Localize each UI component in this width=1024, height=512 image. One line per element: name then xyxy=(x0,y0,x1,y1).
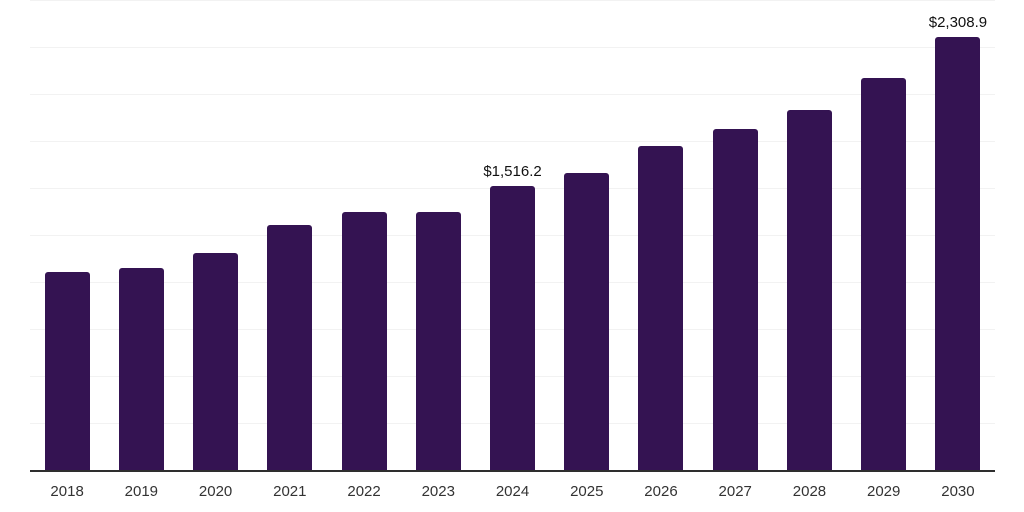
x-tick-2023: 2023 xyxy=(421,483,455,500)
bar-slot-2021 xyxy=(253,1,327,471)
x-tick-2020: 2020 xyxy=(198,483,233,500)
bar-value-label-2030: $2,308.9 xyxy=(928,13,988,31)
bar-slot-2028 xyxy=(772,1,846,471)
bar-2022 xyxy=(341,211,387,471)
x-tick-2030: 2030 xyxy=(941,483,975,500)
bar-slot-2030: $2,308.9 xyxy=(921,1,995,471)
bar-2021 xyxy=(267,224,313,471)
bar-2027 xyxy=(712,128,758,471)
bar-2020 xyxy=(193,252,239,471)
bar-2030 xyxy=(935,36,981,471)
x-tick-2027: 2027 xyxy=(718,483,752,500)
gridline xyxy=(30,94,995,95)
x-tick-2019: 2019 xyxy=(124,483,159,500)
x-tick-2028: 2028 xyxy=(792,483,827,500)
bar-2025 xyxy=(564,172,610,471)
bar-2019 xyxy=(118,267,164,471)
x-tick-2029: 2029 xyxy=(867,483,901,500)
bar-slot-2025 xyxy=(550,1,624,471)
gridline xyxy=(30,141,995,142)
plot-area: $1,516.2 $2,308.9 xyxy=(30,0,995,472)
bar-2018 xyxy=(44,271,90,471)
x-tick-2021: 2021 xyxy=(273,483,307,500)
x-axis-labels: 2018 2019 2020 2021 2022 2023 2024 2025 2026 2027… xyxy=(30,484,995,500)
bar-2024 xyxy=(490,185,536,471)
bar-2028 xyxy=(786,109,832,471)
bar-slot-2019 xyxy=(104,1,178,471)
x-tick-2024: 2024 xyxy=(495,483,530,500)
x-tick-2026: 2026 xyxy=(644,483,678,500)
bar-slot-2027 xyxy=(698,1,772,471)
bar-slot-2020 xyxy=(178,1,252,471)
bar-slot-2026 xyxy=(624,1,698,471)
x-axis-line xyxy=(30,470,995,472)
bar-slot-2024: $1,516.2 xyxy=(475,1,549,471)
bars: $1,516.2 $2,308.9 xyxy=(30,1,995,471)
gridline xyxy=(30,0,995,1)
bar-2023 xyxy=(415,212,461,471)
x-tick-2018: 2018 xyxy=(50,483,84,500)
bar-slot-2018 xyxy=(30,1,104,471)
bar-slot-2029 xyxy=(847,1,921,471)
bar-value-label-2024: $1,516.2 xyxy=(483,162,542,180)
bar-slot-2023 xyxy=(401,1,475,471)
x-tick-2025: 2025 xyxy=(570,483,604,500)
bar-2026 xyxy=(638,146,684,471)
bar-2029 xyxy=(861,77,907,471)
bar-slot-2022 xyxy=(327,1,401,471)
x-tick-2022: 2022 xyxy=(347,483,381,500)
gridline xyxy=(30,47,995,48)
